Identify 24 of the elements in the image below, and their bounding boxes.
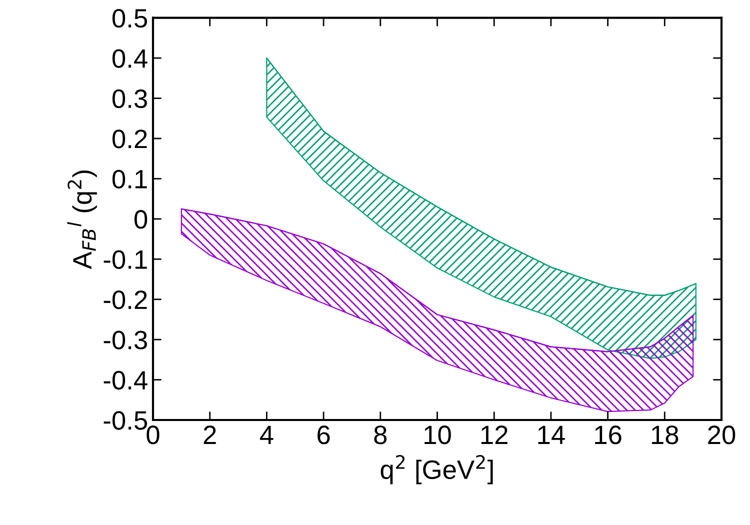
x-tick-label: 4 bbox=[260, 426, 274, 444]
y-tick-label: -0.4 bbox=[104, 370, 148, 390]
x-axis-title: q$^{2}$ [GeV$^{2}$] bbox=[380, 455, 493, 484]
x-tick-label: 10 bbox=[424, 426, 451, 444]
y-tick-label: -0.1 bbox=[104, 250, 147, 269]
y-axis-title: A$_{FB}$$^{l}$ (q$^{2}$) bbox=[67, 170, 97, 270]
y-tick-label: 0 bbox=[134, 210, 148, 229]
y-tick-label: 0.1 bbox=[112, 170, 147, 189]
x-tick-label: 8 bbox=[374, 426, 387, 444]
x-tick-label: 6 bbox=[318, 426, 330, 444]
x-tick-label: 2 bbox=[204, 426, 216, 444]
y-tick-label: 0.4 bbox=[112, 49, 148, 68]
x-tick-label: 14 bbox=[538, 426, 565, 444]
y-tick-label: -0.3 bbox=[104, 330, 147, 350]
y-tick-label: 0.5 bbox=[112, 8, 148, 28]
y-tick-label: -0.5 bbox=[104, 411, 148, 430]
x-tick-label: 0 bbox=[146, 426, 160, 444]
y-tick-label: 0.3 bbox=[112, 89, 147, 108]
x-tick-label: 20 bbox=[708, 426, 736, 444]
y-tick-label: 0.2 bbox=[112, 130, 147, 148]
y-tick-label: -0.2 bbox=[104, 290, 147, 310]
x-tick-label: 16 bbox=[595, 426, 622, 444]
x-tick-label: 18 bbox=[652, 426, 678, 444]
x-tick-label: 12 bbox=[481, 426, 508, 444]
